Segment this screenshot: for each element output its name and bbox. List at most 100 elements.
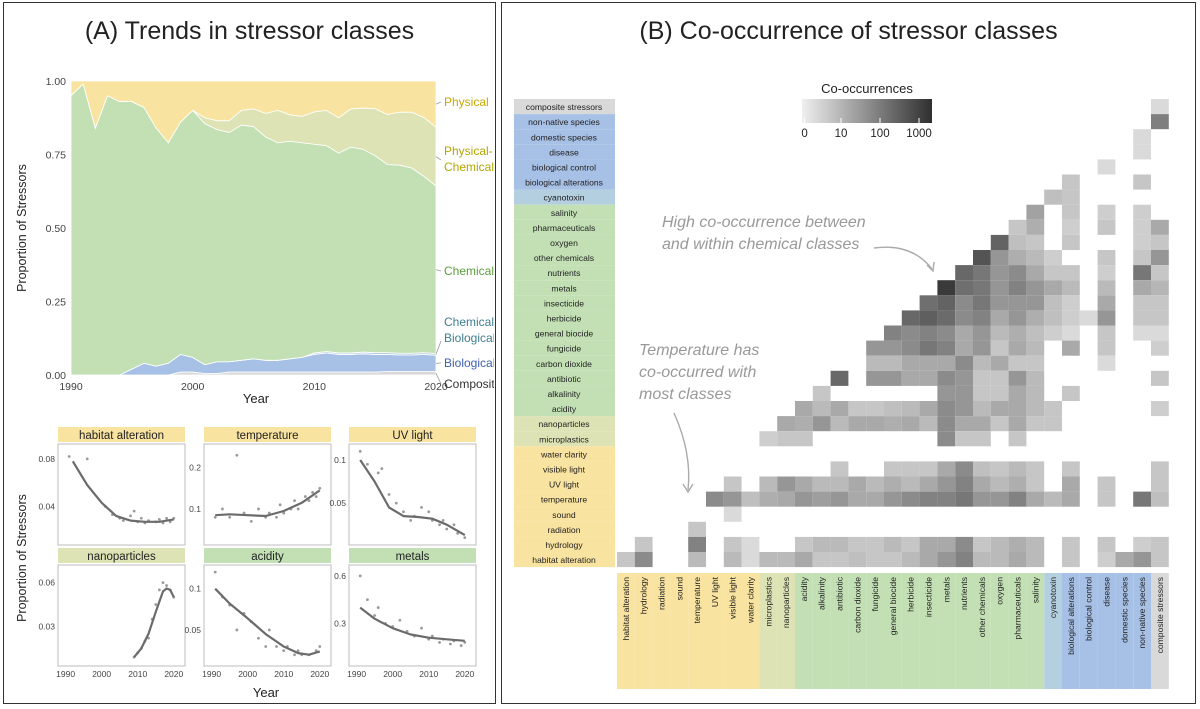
heatmap-cell xyxy=(937,491,956,507)
heatmap-cell xyxy=(919,401,938,417)
heatmap-cell xyxy=(1062,174,1080,190)
heatmap-cell xyxy=(955,536,973,552)
annotation-temperature: co-occurred with xyxy=(639,364,756,381)
heatmap-cell xyxy=(795,536,813,552)
heatmap-cell xyxy=(1008,416,1027,432)
heatmap-cell xyxy=(795,552,813,568)
annotation-arrow xyxy=(673,412,690,491)
heatmap-cell xyxy=(901,476,920,492)
col-band xyxy=(1115,573,1134,689)
row-label: antibiotic xyxy=(547,374,582,384)
heatmap-cell xyxy=(795,491,813,507)
data-point xyxy=(438,523,441,527)
heatmap-cell xyxy=(1079,310,1098,326)
sm-x-axis-title: Year xyxy=(253,685,280,700)
facet-x-tick: 1990 xyxy=(56,669,75,679)
annotation-chemical: High co-occurrence between xyxy=(662,214,866,231)
col-band xyxy=(617,573,635,689)
data-point xyxy=(441,519,445,522)
heatmap-cell xyxy=(1062,461,1080,477)
heatmap-cell xyxy=(973,536,991,552)
heatmap-cell xyxy=(688,521,706,537)
facet-x-tick: 2000 xyxy=(383,669,402,679)
heatmap-cell xyxy=(759,552,778,568)
heatmap-cell xyxy=(937,461,956,477)
data-point xyxy=(282,649,286,653)
facet-y-tick: 0.6 xyxy=(334,571,346,581)
heatmap-cell xyxy=(830,461,849,477)
heatmap-cell xyxy=(919,476,938,492)
heatmap-cell xyxy=(1097,340,1116,356)
series-label: Biological xyxy=(444,356,494,370)
heatmap-cell xyxy=(866,355,884,371)
row-band xyxy=(514,521,615,537)
heatmap-cell xyxy=(1097,250,1116,266)
heatmap-cell xyxy=(955,295,973,311)
facet-y-tick: 0.1 xyxy=(334,455,346,465)
col-label: pharmaceuticals xyxy=(1013,577,1023,640)
heatmap-cell xyxy=(1008,265,1027,281)
heatmap-cell xyxy=(1097,280,1116,296)
x-axis-title: Year xyxy=(243,391,270,406)
panel-b-heatmap: composite stressors non-native species dom… xyxy=(514,81,1169,689)
legend-tick-label: 100 xyxy=(870,128,889,140)
row-band xyxy=(514,265,615,281)
heatmap-cell xyxy=(1151,219,1169,235)
data-point xyxy=(376,606,380,609)
data-point xyxy=(249,519,253,523)
heatmap-cell xyxy=(1026,234,1045,250)
heatmap-cell xyxy=(1008,355,1027,371)
heatmap-cell xyxy=(1062,476,1080,492)
heatmap-cell xyxy=(723,506,742,522)
heatmap-cell xyxy=(1097,265,1116,281)
heatmap-cell xyxy=(990,340,1009,356)
heatmap-cell xyxy=(955,401,973,417)
facet-title: UV light xyxy=(392,430,433,442)
data-point xyxy=(221,507,224,511)
heatmap-cell xyxy=(1026,416,1045,432)
heatmap-cell xyxy=(1097,204,1116,220)
y-tick-label: 0.75 xyxy=(46,150,67,162)
heatmap-cell xyxy=(1026,461,1045,477)
heatmap-cell xyxy=(777,552,795,568)
heatmap-cell xyxy=(955,461,973,477)
facet-title: metals xyxy=(396,551,430,563)
heatmap-cell xyxy=(1044,325,1062,341)
heatmap-cell xyxy=(990,461,1009,477)
data-point xyxy=(452,523,456,527)
series-label: Chemical xyxy=(444,160,494,174)
heatmap-cell xyxy=(937,280,956,296)
facet-y-tick: 0.05 xyxy=(329,498,346,508)
row-label: pharmaceuticals xyxy=(533,223,596,233)
row-band xyxy=(514,234,615,250)
heatmap-cell xyxy=(990,325,1009,341)
col-band xyxy=(759,573,778,689)
row-label: UV light xyxy=(549,480,580,490)
facet-x-tick: 2000 xyxy=(238,669,257,679)
heatmap-cell xyxy=(795,431,813,447)
heatmap-cell xyxy=(973,491,991,507)
heatmap-cell xyxy=(884,461,902,477)
heatmap-cell xyxy=(937,310,956,326)
heatmap-cell xyxy=(1044,280,1062,296)
heatmap-cell xyxy=(973,476,991,492)
series-label: Biological xyxy=(444,331,494,345)
trend-line xyxy=(215,489,321,518)
heatmap-cell xyxy=(973,552,991,568)
heatmap-cell xyxy=(937,325,956,341)
col-band xyxy=(777,573,795,689)
col-label: cyanotoxin xyxy=(1048,577,1058,618)
heatmap-cell xyxy=(937,340,956,356)
heatmap-cell xyxy=(1044,310,1062,326)
heatmap-cell xyxy=(1044,416,1062,432)
col-band xyxy=(1133,573,1151,689)
heatmap-cell xyxy=(1062,491,1080,507)
heatmap-cell xyxy=(812,401,831,417)
heatmap-cell xyxy=(634,536,653,552)
heatmap-cell xyxy=(884,536,902,552)
col-label: carbon dioxide xyxy=(852,577,862,633)
heatmap-cell xyxy=(1097,491,1116,507)
heatmap-cell xyxy=(1008,385,1027,401)
heatmap-cell xyxy=(1097,552,1116,568)
trend-line xyxy=(214,587,321,656)
